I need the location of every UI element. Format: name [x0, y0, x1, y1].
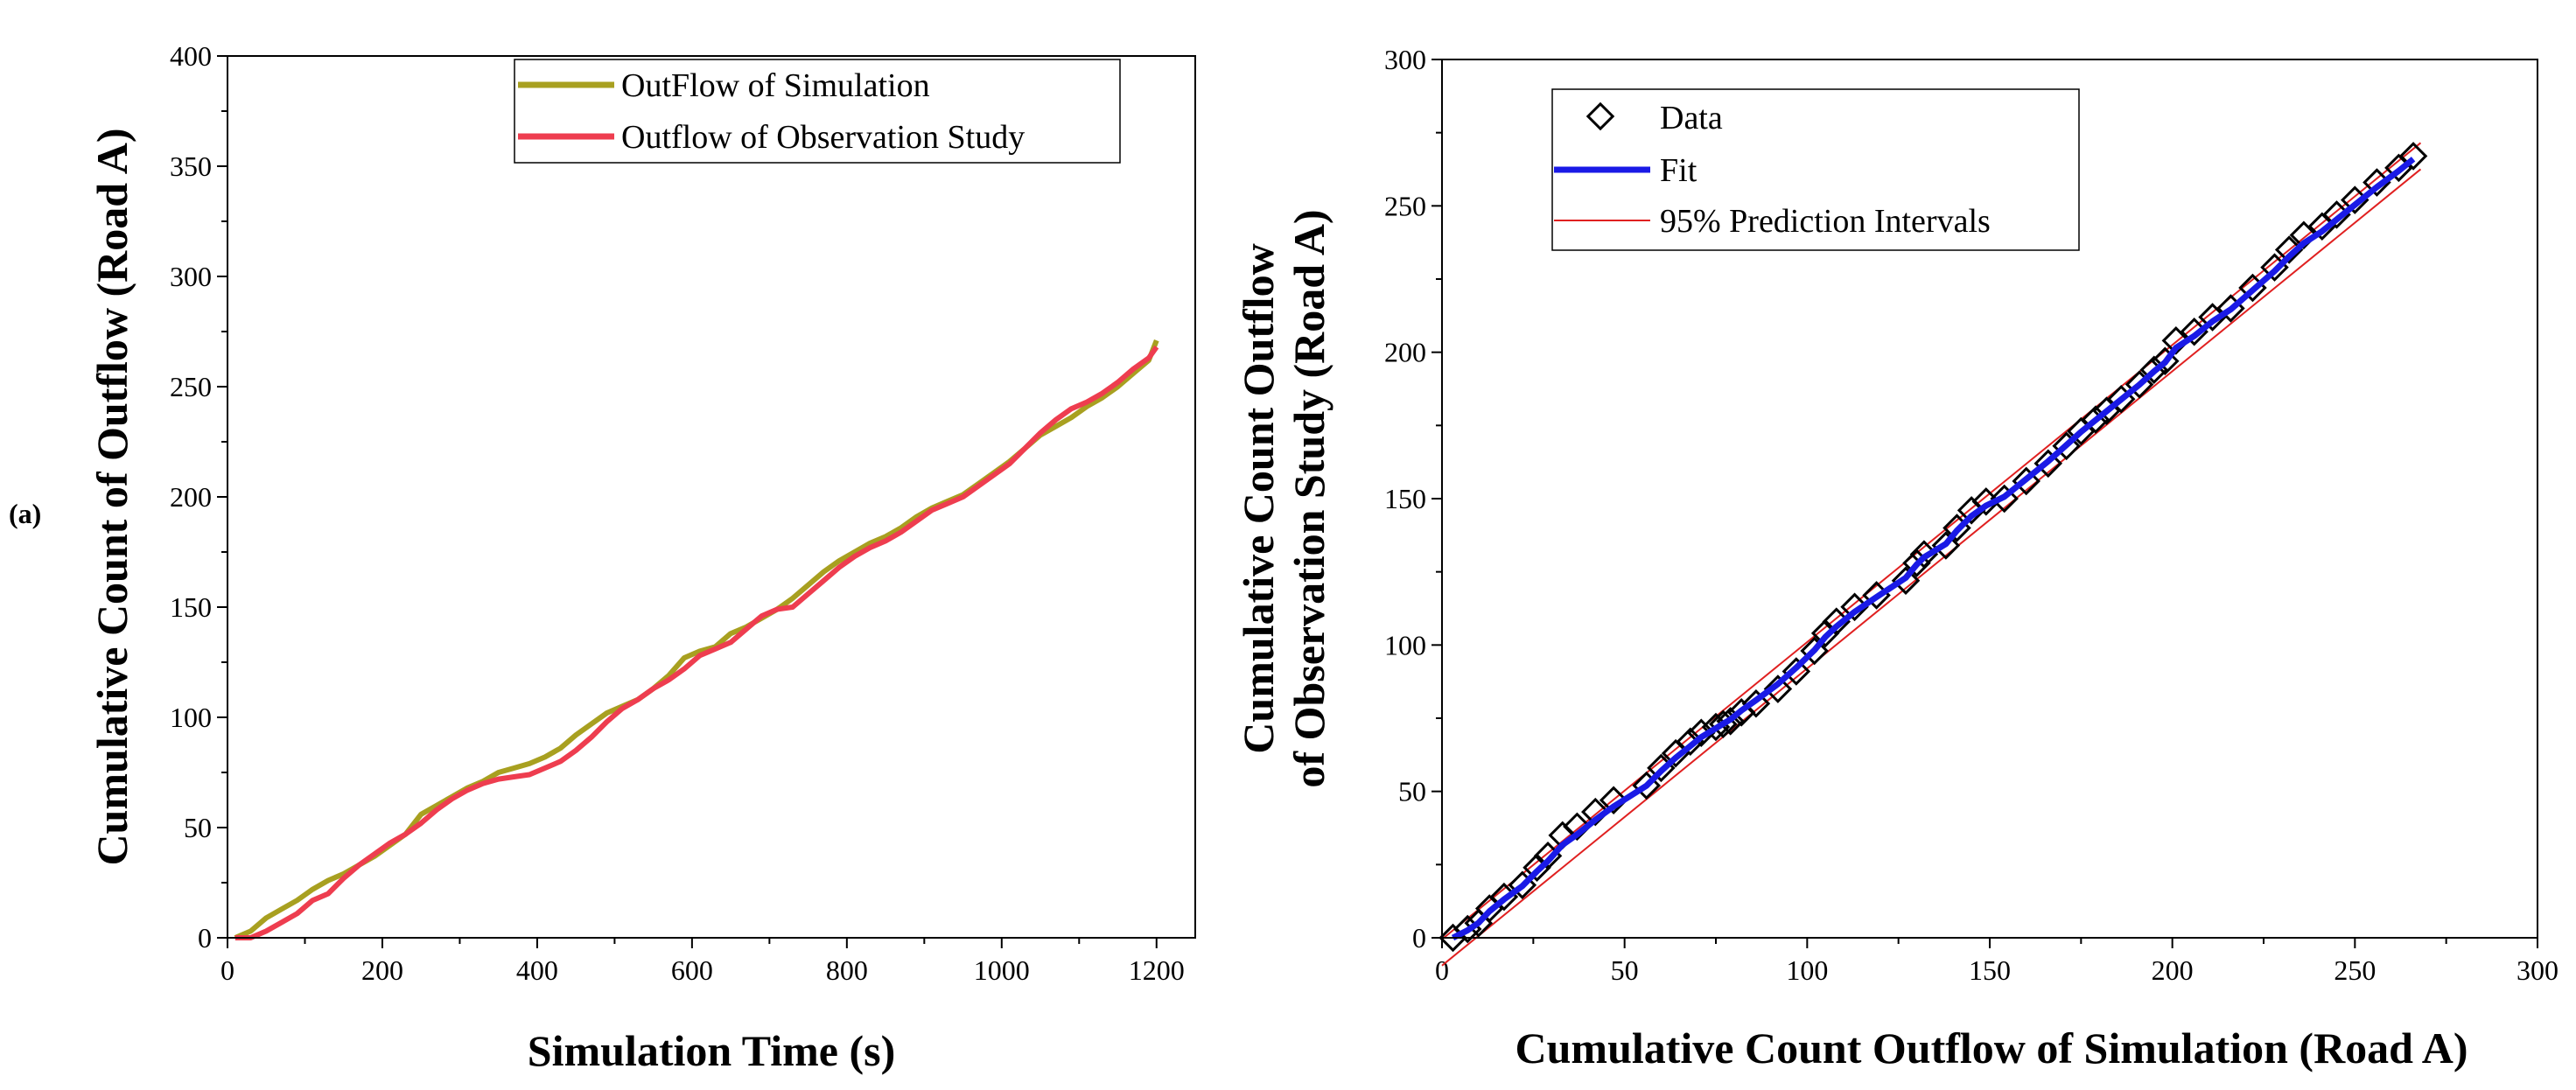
panel-label: (a) — [9, 498, 41, 529]
left-y-tick-label: 100 — [170, 702, 212, 733]
left-plot-frame — [227, 55, 1196, 939]
left-x-tick-label: 400 — [516, 954, 558, 986]
left-y-tick-label: 350 — [170, 150, 212, 182]
right-x-tick-label: 0 — [1435, 954, 1449, 986]
left-x-tick-label: 200 — [361, 954, 403, 986]
right-y-tick-label: 300 — [1384, 44, 1426, 75]
legend-label-fit: Fit — [1660, 152, 1698, 189]
prediction-interval-lines — [1441, 142, 2422, 967]
right-y-tick-label: 0 — [1412, 922, 1426, 954]
left-y-axis-label: Cumulative Count of Outflow (Road A) — [88, 128, 136, 865]
right-x-tick-label: 200 — [2152, 954, 2194, 986]
fit-line-path — [1451, 157, 2416, 941]
right-y-axis-label-line1: Cumulative Count Outflow — [1234, 243, 1283, 753]
legend-swatch-data — [1586, 101, 1615, 131]
left-x-axis-label: Simulation Time (s) — [528, 1026, 895, 1075]
right-plot-frame — [1441, 59, 2538, 939]
left-legend: OutFlow of Simulation Outflow of Observa… — [514, 59, 1121, 164]
right-x-tick-label: 50 — [1611, 954, 1639, 986]
left-y-tick-label: 300 — [170, 261, 212, 292]
right-x-tick-label: 250 — [2334, 954, 2376, 986]
right-x-tick-label: 150 — [1969, 954, 2011, 986]
right-axis-ticks: 0 50 100 150 200 250 300 0 50 100 150 200 250 300 — [1384, 44, 2558, 986]
legend-label-data: Data — [1660, 100, 1723, 136]
left-x-tick-label: 1200 — [1129, 954, 1185, 986]
fit-line — [1451, 157, 2416, 941]
data-point — [1599, 786, 1628, 815]
left-y-tick-label: 0 — [198, 922, 212, 954]
left-y-tick-label: 250 — [170, 371, 212, 402]
left-axis-ticks: 0 200 400 600 800 1000 1200 0 50 100 150 200 250 300 3… — [170, 40, 1185, 986]
legend-label-observation: Outflow of Observation Study — [621, 119, 1025, 156]
lower-prediction-interval — [1441, 168, 2422, 967]
data-point — [1763, 674, 1793, 703]
right-y-axis-label-line2: of Observation Study (Road A) — [1284, 209, 1334, 787]
legend-label-simulation: OutFlow of Simulation — [621, 67, 930, 104]
right-x-axis-label: Cumulative Count Outflow of Simulation (… — [1516, 1024, 2468, 1073]
legend-label-pi: 95% Prediction Intervals — [1660, 203, 1991, 240]
right-y-tick-label: 200 — [1384, 337, 1426, 368]
right-x-tick-label: 100 — [1786, 954, 1828, 986]
right-y-tick-label: 100 — [1384, 629, 1426, 660]
observation-vs-simulation-chart: 0 50 100 150 200 250 300 0 50 100 150 200 250 300 Dat… — [1234, 44, 2558, 1073]
left-legend-box — [514, 59, 1121, 164]
right-x-tick-label: 300 — [2516, 954, 2558, 986]
upper-prediction-interval — [1441, 142, 2422, 940]
left-x-tick-label: 0 — [220, 954, 234, 986]
cumulative-outflow-time-chart: 0 200 400 600 800 1000 1200 0 50 100 150 200 250 300 3… — [88, 40, 1196, 1075]
left-series-lines — [234, 339, 1159, 940]
left-x-tick-label: 800 — [826, 954, 868, 986]
series-line-observation — [234, 345, 1159, 940]
left-y-tick-label: 200 — [170, 481, 212, 513]
left-y-tick-label: 400 — [170, 40, 212, 72]
data-point — [2274, 235, 2304, 264]
right-y-tick-label: 250 — [1384, 190, 1426, 221]
left-y-tick-label: 50 — [184, 812, 212, 843]
left-x-tick-label: 600 — [671, 954, 713, 986]
right-y-tick-label: 150 — [1384, 483, 1426, 514]
left-x-tick-label: 1000 — [974, 954, 1030, 986]
left-y-tick-label: 150 — [170, 591, 212, 623]
data-point — [1822, 607, 1852, 636]
right-y-tick-label: 50 — [1398, 776, 1426, 807]
right-y-axis-label-group: Cumulative Count Outflow of Observation … — [1234, 209, 1334, 787]
series-line-simulation — [234, 339, 1159, 940]
right-legend: Data Fit 95% Prediction Intervals — [1551, 88, 2080, 251]
